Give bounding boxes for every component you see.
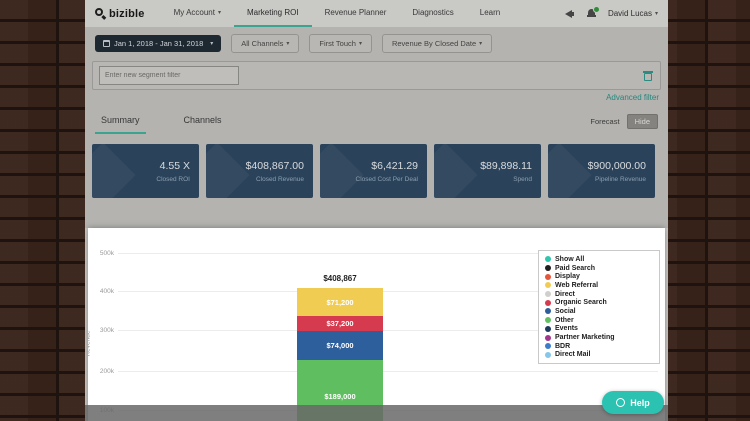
- legend-dot: [545, 256, 551, 263]
- tab-summary[interactable]: Summary: [95, 115, 146, 134]
- legend-item-events[interactable]: Events: [545, 325, 653, 334]
- legend-dot: [545, 343, 551, 350]
- legend-item-paid-search[interactable]: Paid Search: [545, 264, 653, 273]
- y-axis-label: Revenue: [88, 330, 92, 357]
- revenue-chart-panel: 500k 400k 300k 200k 100k Revenue $408,86…: [88, 228, 665, 421]
- y-axis-tick: 200k: [99, 368, 114, 375]
- legend-item-direct[interactable]: Direct: [545, 290, 653, 299]
- legend-dot: [545, 273, 551, 280]
- legend-item-web-referral[interactable]: Web Referral: [545, 281, 653, 290]
- nav-items: My Account ▾ Marketing ROI Revenue Planne…: [161, 0, 514, 27]
- kpi-closed-cost-per-deal: $6,421.29 Closed Cost Per Deal: [320, 144, 427, 198]
- chevron-down-icon: ▾: [654, 11, 658, 17]
- legend-dot: [545, 282, 551, 289]
- legend-item-display[interactable]: Display: [545, 272, 653, 281]
- top-nav: bizible My Account ▾ Marketing ROI Revenu…: [85, 0, 668, 27]
- trash-icon[interactable]: [643, 71, 653, 81]
- kpi-label: Closed Revenue: [255, 175, 304, 183]
- kpi-pipeline-revenue: $900,000.00 Pipeline Revenue: [548, 144, 655, 198]
- tab-bar: Summary Channels Forecast Hide: [85, 110, 668, 134]
- nav-right-cluster: David Lucas ▾: [564, 6, 658, 18]
- bizible-app-window: bizible My Account ▾ Marketing ROI Revenu…: [85, 0, 668, 421]
- kpi-value: $408,867.00: [245, 159, 304, 172]
- chevron-down-icon: ▾: [358, 41, 362, 47]
- kpi-spend: $89,898.11 Spend: [434, 144, 541, 198]
- date-range-button[interactable]: Jan 1, 2018 - Jan 31, 2018 ▾: [95, 35, 222, 52]
- y-axis-tick: 400k: [99, 288, 114, 295]
- legend-item-direct-mail[interactable]: Direct Mail: [545, 351, 653, 360]
- user-menu[interactable]: David Lucas ▾: [607, 9, 658, 18]
- kpi-card-row: 4.55 X Closed ROI $408,867.00 Closed Rev…: [85, 134, 668, 198]
- kpi-closed-roi: 4.55 X Closed ROI: [92, 144, 199, 198]
- y-axis-tick: 500k: [99, 250, 114, 257]
- bar-segment-social[interactable]: $74,000: [297, 331, 383, 360]
- gridline: [118, 291, 658, 292]
- revenue-mode-filter-button[interactable]: Revenue By Closed Date ▾: [381, 34, 493, 53]
- forecast-hide-button[interactable]: Hide: [626, 114, 658, 129]
- chevron-down-icon: ▾: [210, 41, 214, 47]
- filter-bar: Jan 1, 2018 - Jan 31, 2018 ▾ All Channel…: [85, 27, 668, 59]
- gridline: [118, 253, 658, 254]
- kpi-label: Spend: [513, 175, 532, 183]
- chart-legend: Show All Paid Search Display Web Referra…: [538, 250, 660, 365]
- legend-dot: [545, 291, 551, 298]
- kpi-label: Closed ROI: [156, 175, 190, 183]
- bar-segment-organic-search[interactable]: $37,200: [297, 316, 383, 331]
- help-button[interactable]: Help: [602, 391, 664, 414]
- legend-item-show-all[interactable]: Show All: [545, 255, 653, 264]
- stacked-bar: $71,200 $37,200 $74,000 $189,000: [297, 288, 383, 421]
- legend-item-social[interactable]: Social: [545, 307, 653, 316]
- legend-item-other[interactable]: Other: [545, 316, 653, 325]
- tab-channels[interactable]: Channels: [183, 115, 222, 125]
- notifications-bell-icon[interactable]: [586, 6, 600, 18]
- legend-dot: [545, 308, 551, 315]
- chevron-down-icon: ▾: [479, 41, 483, 47]
- legend-item-bdr[interactable]: BDR: [545, 342, 653, 351]
- nav-item-marketing-roi[interactable]: Marketing ROI: [234, 0, 312, 27]
- forecast-label: Forecast: [590, 117, 620, 126]
- legend-dot: [545, 351, 551, 358]
- bar-segment-web-referral[interactable]: $71,200: [297, 288, 383, 316]
- nav-item-revenue-planner[interactable]: Revenue Planner: [324, 8, 387, 17]
- gridline: [118, 330, 658, 331]
- segment-filter-container: [92, 61, 661, 90]
- magnifier-logo-icon: [95, 8, 107, 20]
- chevron-down-icon: ▾: [217, 10, 221, 16]
- chevron-down-icon: ▾: [286, 41, 290, 47]
- kpi-value: $900,000.00: [587, 159, 646, 172]
- channels-filter-button[interactable]: All Channels ▾: [231, 34, 300, 53]
- legend-dot: [545, 317, 551, 324]
- nav-item-diagnostics[interactable]: Diagnostics: [412, 8, 454, 17]
- bizible-logo[interactable]: bizible: [95, 8, 145, 20]
- legend-dot: [545, 299, 551, 306]
- forecast-controls: Forecast Hide: [590, 114, 658, 134]
- kpi-value: $6,421.29: [371, 159, 418, 172]
- gridline: [118, 371, 658, 372]
- touch-model-filter-button[interactable]: First Touch ▾: [309, 34, 372, 53]
- legend-dot: [545, 265, 551, 272]
- kpi-label: Pipeline Revenue: [595, 175, 646, 183]
- legend-item-organic-search[interactable]: Organic Search: [545, 298, 653, 307]
- legend-dot: [545, 334, 551, 341]
- legend-dot: [545, 325, 551, 332]
- nav-item-my-account[interactable]: My Account ▾: [173, 8, 221, 17]
- kpi-label: Closed Cost Per Deal: [355, 175, 419, 183]
- legend-item-partner-marketing[interactable]: Partner Marketing: [545, 333, 653, 342]
- nav-item-learn[interactable]: Learn: [479, 8, 501, 17]
- calendar-icon: [103, 40, 110, 47]
- advanced-filter-link[interactable]: Advanced filter: [606, 93, 659, 102]
- help-icon: [616, 398, 626, 407]
- notification-badge: [592, 6, 600, 13]
- bottom-overlay-band: [85, 405, 668, 421]
- segment-filter-input[interactable]: [99, 66, 239, 85]
- kpi-value: $89,898.11: [480, 159, 532, 172]
- bar-total-label: $408,867: [323, 274, 357, 283]
- brand-name: bizible: [109, 7, 145, 20]
- y-axis-tick: 300k: [99, 327, 114, 334]
- announcements-icon[interactable]: [564, 9, 575, 18]
- kpi-closed-revenue: $408,867.00 Closed Revenue: [206, 144, 313, 198]
- kpi-value: 4.55 X: [159, 159, 190, 172]
